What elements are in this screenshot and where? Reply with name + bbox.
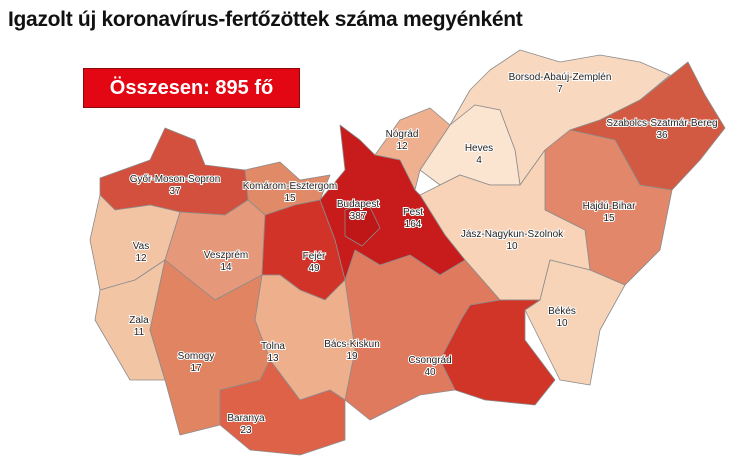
label-heves-name: Heves [465, 143, 493, 154]
county-gyor[interactable] [99, 127, 249, 216]
label-szabolcs-name: Szabolcs-Szatmár-Bereg [606, 118, 717, 129]
label-nograd-name: Nógrád [386, 129, 419, 140]
map-title: Igazolt új koronavírus-fertőzöttek száma… [8, 8, 523, 31]
label-komarom-value: 15 [284, 193, 296, 204]
label-komarom-name: Komárom-Esztergom [243, 181, 337, 192]
label-borsod-value: 7 [557, 84, 563, 95]
label-baranya-name: Baranya [227, 413, 265, 424]
label-jnsz-value: 10 [506, 241, 518, 252]
label-zala-name: Zala [129, 315, 149, 326]
county-baranya[interactable] [219, 359, 346, 456]
label-bacs-name: Bács-Kiskun [324, 339, 380, 350]
label-bacs-value: 19 [346, 351, 358, 362]
label-csongrad-name: Csongrád [408, 355, 451, 366]
label-borsod-name: Borsod-Abaúj-Zemplén [509, 72, 612, 83]
label-heves-value: 4 [476, 155, 482, 166]
label-budapest-value: 387 [350, 211, 367, 222]
label-szabolcs-value: 36 [656, 130, 668, 141]
label-bekes-name: Békés [548, 306, 576, 317]
label-somogy-name: Somogy [178, 351, 215, 362]
county-labels: Borsod-Abaúj-Zemplén 7 Szabolcs-Szatmár-… [128, 71, 718, 437]
label-budapest-name: Budapest [337, 199, 379, 210]
label-vas-name: Vas [133, 241, 150, 252]
total-cases-badge: Összesen: 895 fő [83, 68, 300, 108]
label-veszprem-value: 14 [220, 262, 232, 273]
label-bekes-value: 10 [556, 318, 568, 329]
label-gyor-value: 37 [169, 186, 181, 197]
label-jnsz-name: Jász-Nagykun-Szolnok [461, 229, 564, 240]
label-hajdu-value: 15 [603, 213, 615, 224]
county-budapest[interactable] [344, 202, 381, 247]
label-vas-value: 12 [135, 253, 147, 264]
label-somogy-value: 17 [190, 363, 202, 374]
label-fejer-value: 49 [308, 263, 320, 274]
label-baranya-value: 23 [240, 425, 252, 436]
label-gyor-name: Győr-Moson-Sopron [130, 174, 221, 185]
label-hajdu-name: Hajdú-Bihar [583, 201, 636, 212]
label-nograd-value: 12 [396, 141, 408, 152]
label-fejer-name: Fejér [303, 251, 326, 262]
county-bekes[interactable] [524, 259, 626, 386]
label-pest-name: Pest [403, 207, 423, 218]
label-csongrad-value: 40 [424, 367, 436, 378]
label-zala-value: 11 [134, 327, 145, 338]
label-tolna-name: Tolna [261, 341, 285, 352]
label-pest-value: 164 [405, 219, 422, 230]
label-veszprem-name: Veszprém [204, 250, 248, 261]
label-tolna-value: 13 [267, 353, 279, 364]
